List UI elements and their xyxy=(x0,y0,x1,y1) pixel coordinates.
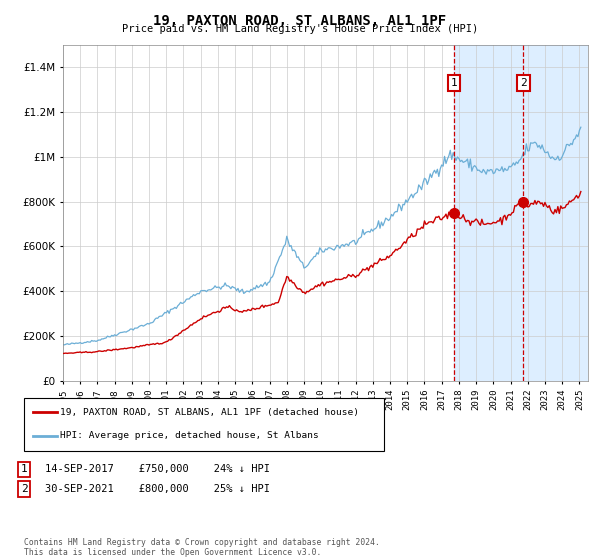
Text: 19, PAXTON ROAD, ST ALBANS, AL1 1PF (detached house): 19, PAXTON ROAD, ST ALBANS, AL1 1PF (det… xyxy=(60,408,359,417)
Text: Price paid vs. HM Land Registry's House Price Index (HPI): Price paid vs. HM Land Registry's House … xyxy=(122,24,478,34)
Text: 1: 1 xyxy=(20,464,28,474)
Bar xyxy=(454,45,588,381)
Text: 2: 2 xyxy=(520,78,527,88)
Text: 19, PAXTON ROAD, ST ALBANS, AL1 1PF: 19, PAXTON ROAD, ST ALBANS, AL1 1PF xyxy=(154,14,446,28)
Text: 14-SEP-2017    £750,000    24% ↓ HPI: 14-SEP-2017 £750,000 24% ↓ HPI xyxy=(45,464,270,474)
Text: 1: 1 xyxy=(451,78,457,88)
Text: Contains HM Land Registry data © Crown copyright and database right 2024.
This d: Contains HM Land Registry data © Crown c… xyxy=(24,538,380,557)
Text: 2: 2 xyxy=(20,484,28,494)
Text: 30-SEP-2021    £800,000    25% ↓ HPI: 30-SEP-2021 £800,000 25% ↓ HPI xyxy=(45,484,270,494)
Text: HPI: Average price, detached house, St Albans: HPI: Average price, detached house, St A… xyxy=(60,431,319,440)
